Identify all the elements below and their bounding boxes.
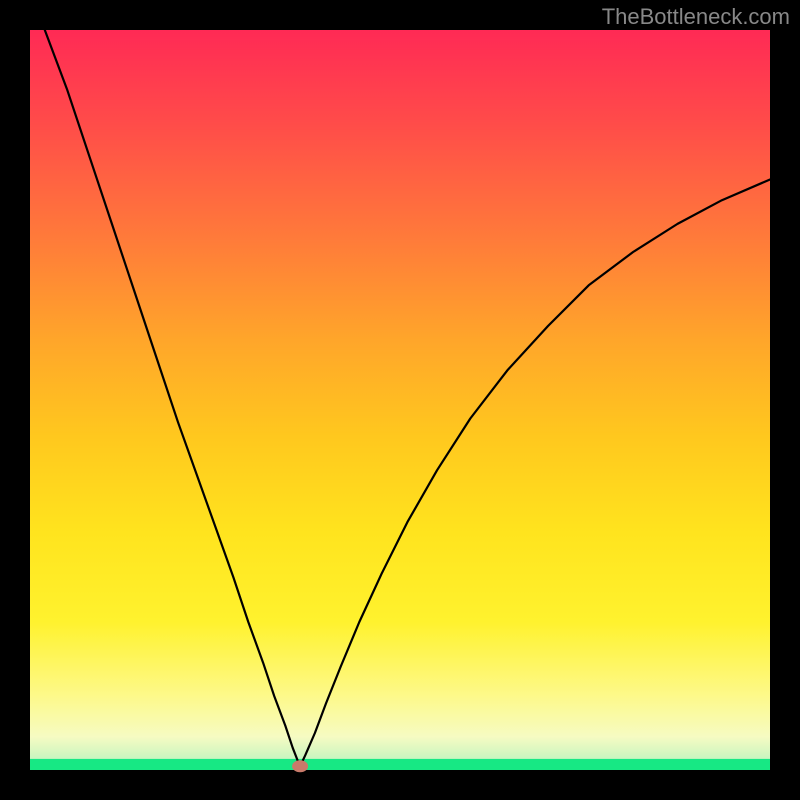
minimum-marker [292, 760, 308, 772]
chart-container: TheBottleneck.com [0, 0, 800, 800]
plot-background-gradient [30, 30, 770, 770]
green-bottom-band [30, 759, 770, 770]
watermark-text: TheBottleneck.com [602, 4, 790, 30]
bottleneck-chart [0, 0, 800, 800]
